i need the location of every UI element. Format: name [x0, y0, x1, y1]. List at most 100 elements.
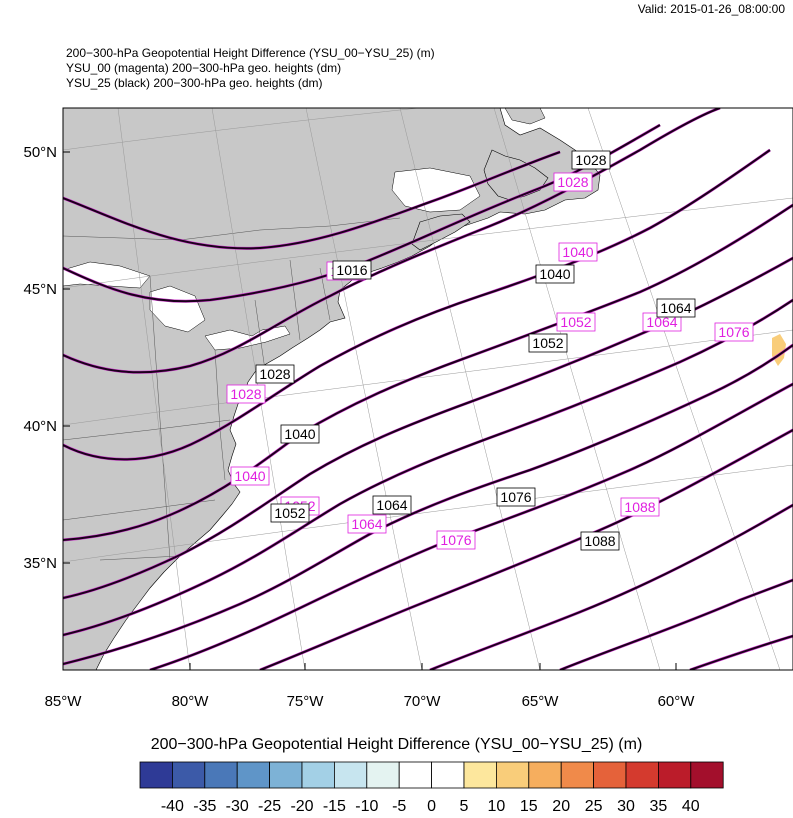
contour-label-magenta-box [558, 242, 598, 262]
plot-frame [62, 107, 793, 671]
title-ysu25: YSU_25 (black) 200−300-hPa geo. heights … [66, 76, 323, 90]
lake-superior [63, 261, 151, 289]
colorbar-swatch [593, 761, 627, 789]
contour-label-magenta: 1076 [718, 324, 749, 340]
contour-label-magenta-box [436, 530, 476, 550]
colorbar-swatch [690, 761, 724, 789]
lat-label-40: 40°N [23, 418, 57, 435]
contour-label-black-box [270, 503, 310, 523]
colorbar-tick-label: 10 [487, 798, 506, 815]
contour-label-magenta: 1040 [562, 244, 593, 260]
colorbar-tick-label: 40 [681, 798, 700, 815]
colorbar-swatch [171, 761, 206, 789]
contour-label-magenta: 1064 [646, 314, 677, 330]
lake-erie-ontario [204, 325, 291, 351]
valid-time: Valid: 2015-01-26_08:00:00 [637, 2, 785, 16]
contour-line-black [63, 204, 793, 541]
contour-label-black-box [332, 260, 372, 280]
colorbar-swatch [625, 761, 659, 789]
contour-label-magenta: 1064 [351, 516, 382, 532]
graticule [63, 108, 793, 670]
contour-label-magenta-box [714, 322, 754, 342]
colorbar-swatch [463, 761, 497, 789]
contour-label-black-box [372, 495, 412, 515]
contour-label-magenta: 1052 [560, 314, 591, 330]
contour-label-magenta-box [347, 514, 387, 534]
contour-label-magenta-box [230, 466, 270, 486]
contour-line-black [63, 151, 561, 250]
contour-line-black [63, 149, 771, 461]
colorbar-tick-label: 20 [552, 798, 571, 815]
contour-label-black-box [571, 150, 611, 170]
colorbar-tick-label: -30 [225, 798, 249, 815]
contour-label-black-box [535, 264, 575, 284]
colorbar [139, 761, 724, 789]
colorbar-swatch [301, 761, 335, 789]
contour-label-black: 1064 [376, 497, 407, 513]
lon-label-65: 65°W [522, 693, 560, 710]
contour-line-black [429, 504, 793, 670]
contour-label-magenta-box [553, 172, 593, 192]
colorbar-swatch [528, 761, 562, 789]
contour-label-black: 1076 [500, 489, 531, 505]
lon-label-85: 85°W [45, 693, 83, 710]
contour-label-black: 1040 [539, 266, 570, 282]
colorbar-swatch [495, 761, 530, 789]
contour-label-black-box [280, 424, 320, 444]
contour-label-black-box [496, 487, 536, 507]
lon-label-80: 80°W [172, 693, 210, 710]
colorbar-swatch [366, 761, 400, 789]
contour-line-black [559, 579, 793, 670]
contour-label-black: 1016 [336, 262, 367, 278]
contour-label-magenta: 1028 [557, 174, 588, 190]
colorbar-tick-label: -25 [258, 798, 282, 815]
colorbar-tick-label: 25 [584, 798, 603, 815]
colorbar-swatch [658, 761, 692, 789]
contour-label-magenta: 1028 [230, 386, 261, 402]
gulf-st-lawrence [391, 167, 481, 213]
colorbar-tick-label: -5 [392, 798, 407, 815]
title-difference: 200−300-hPa Geopotential Height Differen… [66, 46, 435, 60]
colorbar-tick-label: -40 [160, 798, 184, 815]
contour-line-black [63, 299, 793, 636]
colorbar-swatch [560, 761, 595, 789]
contour-line-black [63, 108, 721, 374]
colorbar-tick-label: 5 [459, 798, 469, 815]
contour-label-black-box [580, 531, 620, 551]
contour-line-black [259, 429, 793, 670]
contour-label-magenta: 1088 [624, 499, 655, 515]
contour-line-black [63, 344, 793, 665]
contour-label-black: 1088 [584, 533, 615, 549]
colorbar-swatch [269, 761, 303, 789]
contour-label-black-box [656, 298, 696, 318]
colorbar-tick-label: -15 [322, 798, 346, 815]
contour-label-black: 1052 [274, 505, 305, 521]
lon-label-60: 60°W [658, 693, 696, 710]
contour-label-black: 1052 [532, 335, 563, 351]
lat-label-35: 35°N [23, 555, 57, 572]
colorbar-tick-label: 15 [519, 798, 538, 815]
colorbar-tick-label: -10 [355, 798, 379, 815]
contour-label-magenta: 1076 [440, 532, 471, 548]
contour-label-magenta-box [620, 497, 660, 517]
contour-label-black-box [528, 333, 568, 353]
contour-label-magenta-box [556, 312, 596, 332]
lat-label-45: 45°N [23, 281, 57, 298]
contour-label-black-box [255, 364, 295, 384]
land-north-america [63, 108, 601, 670]
lon-label-70: 70°W [404, 693, 442, 710]
contour-label-magenta: 1040 [234, 468, 265, 484]
contour-label-black: 1028 [259, 366, 290, 382]
contour-labels-magenta: 1016102810281040104010521052106410641076… [226, 172, 754, 550]
contour-label-black: 1028 [575, 152, 606, 168]
axis-ticks [62, 151, 677, 670]
colorbar-swatch [333, 761, 368, 789]
colorbar-tick-label: 0 [427, 798, 437, 815]
colorbar-tick-label: 30 [617, 798, 635, 815]
contour-label-black: 1064 [660, 300, 691, 316]
title-ysu00: YSU_00 (magenta) 200−300-hPa geo. height… [66, 61, 342, 75]
colorbar-swatch [398, 761, 433, 789]
colorbar-swatch [431, 761, 465, 789]
